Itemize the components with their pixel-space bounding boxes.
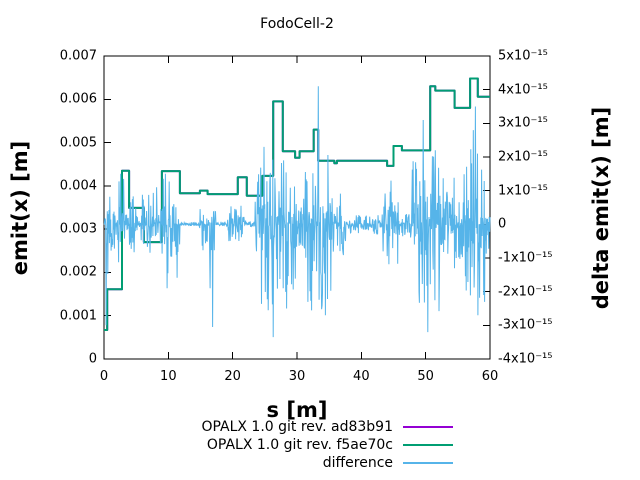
legend-entry: OPALX 1.0 git rev. f5ae70c (0, 436, 453, 454)
x-tick-label: 10 (160, 369, 177, 384)
y-left-tick-label: 0.006 (59, 91, 97, 107)
x-tick-label: 60 (481, 369, 499, 384)
legend-entry: difference (0, 454, 453, 472)
y-axis-label-left: emit(x) [m] (8, 140, 32, 276)
legend-line-sample (403, 462, 453, 464)
legend: OPALX 1.0 git rev. ad83b91 OPALX 1.0 git … (0, 418, 453, 472)
y-axis-label-right: delta emit(x) [m] (589, 106, 613, 310)
x-tick-label: 20 (224, 369, 241, 384)
legend-label: OPALX 1.0 git rev. f5ae70c (206, 437, 393, 453)
y-left-tick-label: 0.007 (59, 48, 97, 64)
y-right-tick-label: -3x10⁻¹⁵ (498, 317, 553, 333)
y-left-tick-label: 0.004 (59, 178, 97, 194)
x-tick-label: 40 (353, 369, 370, 384)
y-right-tick-label: -2x10⁻¹⁵ (498, 284, 553, 300)
y-right-tick-label: 1x10⁻¹⁵ (498, 183, 548, 199)
x-tick-label: 50 (417, 369, 434, 384)
x-tick-label: 30 (288, 369, 306, 384)
chart-title: FodoCell-2 (260, 16, 334, 32)
legend-line-sample (403, 444, 453, 446)
y-right-tick-label: 4x10⁻¹⁵ (498, 82, 548, 98)
legend-entry: OPALX 1.0 git rev. ad83b91 (0, 418, 453, 436)
y-right-tick-label: 0 (498, 216, 507, 232)
legend-label: difference (322, 455, 393, 471)
y-left-tick-label: 0 (88, 351, 97, 367)
x-axis-label: s [m] (266, 398, 328, 422)
y-right-tick-label: -1x10⁻¹⁵ (498, 250, 553, 266)
y-left-tick-label: 0.005 (59, 135, 97, 151)
y-left-tick-label: 0.003 (59, 221, 97, 237)
y-right-tick-label: 2x10⁻¹⁵ (498, 149, 548, 165)
series-difference-path (103, 86, 491, 338)
x-tick-label: 0 (99, 369, 109, 384)
y-left-tick-label: 0.002 (59, 264, 97, 280)
y-left-tick-label: 0.001 (59, 308, 97, 324)
legend-label: OPALX 1.0 git rev. ad83b91 (201, 419, 393, 435)
y-right-tick-label: 3x10⁻¹⁵ (498, 115, 548, 131)
legend-line-sample (403, 426, 453, 428)
y-right-tick-label: -4x10⁻¹⁵ (498, 351, 553, 367)
y-right-tick-label: 5x10⁻¹⁵ (498, 48, 548, 64)
